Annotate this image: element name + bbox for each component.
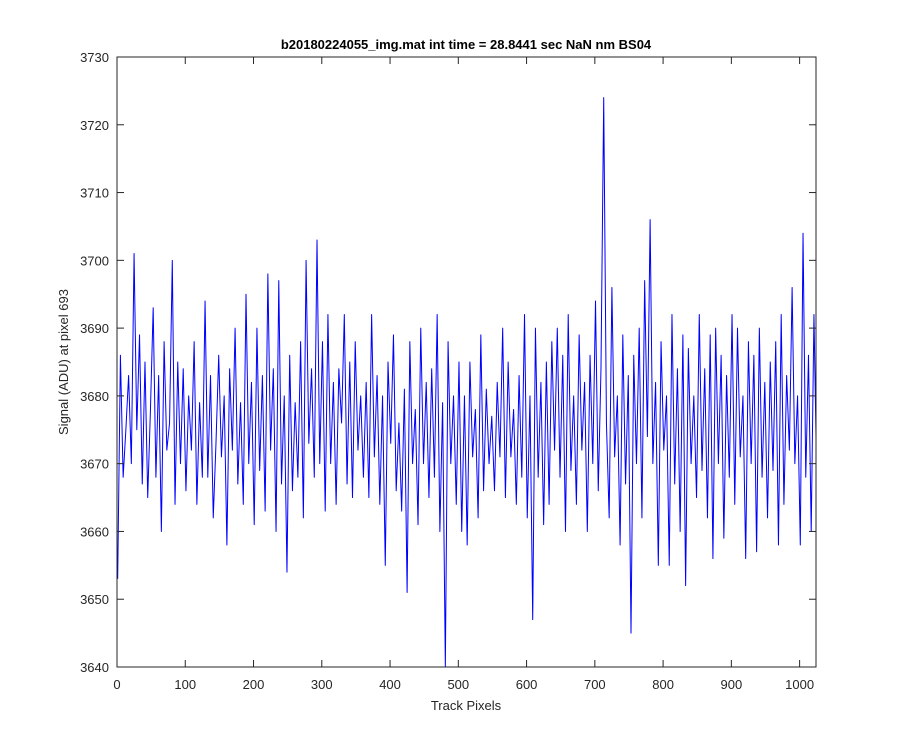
y-tick-label: 3670 xyxy=(80,457,109,472)
plot-area-background xyxy=(117,57,816,667)
x-tick-label: 100 xyxy=(174,677,196,692)
x-tick-label: 200 xyxy=(243,677,265,692)
x-tick-label: 700 xyxy=(584,677,606,692)
x-tick-label: 500 xyxy=(447,677,469,692)
x-axis: 0 100 200 300 400 500 600 700 800 900 1000 xyxy=(113,57,814,692)
y-axis: 3640 3650 3660 3670 3680 3690 3700 3710 3720 3730 xyxy=(80,50,816,675)
y-tick-label: 3720 xyxy=(80,118,109,133)
x-tick-label: 0 xyxy=(113,677,120,692)
y-tick-label: 3690 xyxy=(80,321,109,336)
series-line xyxy=(117,97,816,667)
y-tick-label: 3680 xyxy=(80,389,109,404)
x-axis-title: Track Pixels xyxy=(431,698,502,713)
x-tick-label: 1000 xyxy=(785,677,814,692)
y-tick-label: 3710 xyxy=(80,186,109,201)
y-tick-label: 3640 xyxy=(80,660,109,675)
x-tick-label: 600 xyxy=(516,677,538,692)
chart-title: b20180224055_img.mat int time = 28.8441 … xyxy=(281,37,652,52)
y-tick-label: 3660 xyxy=(80,524,109,539)
plot-area-frame xyxy=(116,56,817,668)
x-tick-label: 800 xyxy=(652,677,674,692)
x-tick-label: 400 xyxy=(379,677,401,692)
x-tick-label: 300 xyxy=(311,677,333,692)
x-tick-label: 900 xyxy=(721,677,743,692)
y-tick-label: 3700 xyxy=(80,253,109,268)
y-tick-label: 3730 xyxy=(80,50,109,65)
y-axis-title: Signal (ADU) at pixel 693 xyxy=(56,289,71,435)
y-tick-label: 3650 xyxy=(80,592,109,607)
